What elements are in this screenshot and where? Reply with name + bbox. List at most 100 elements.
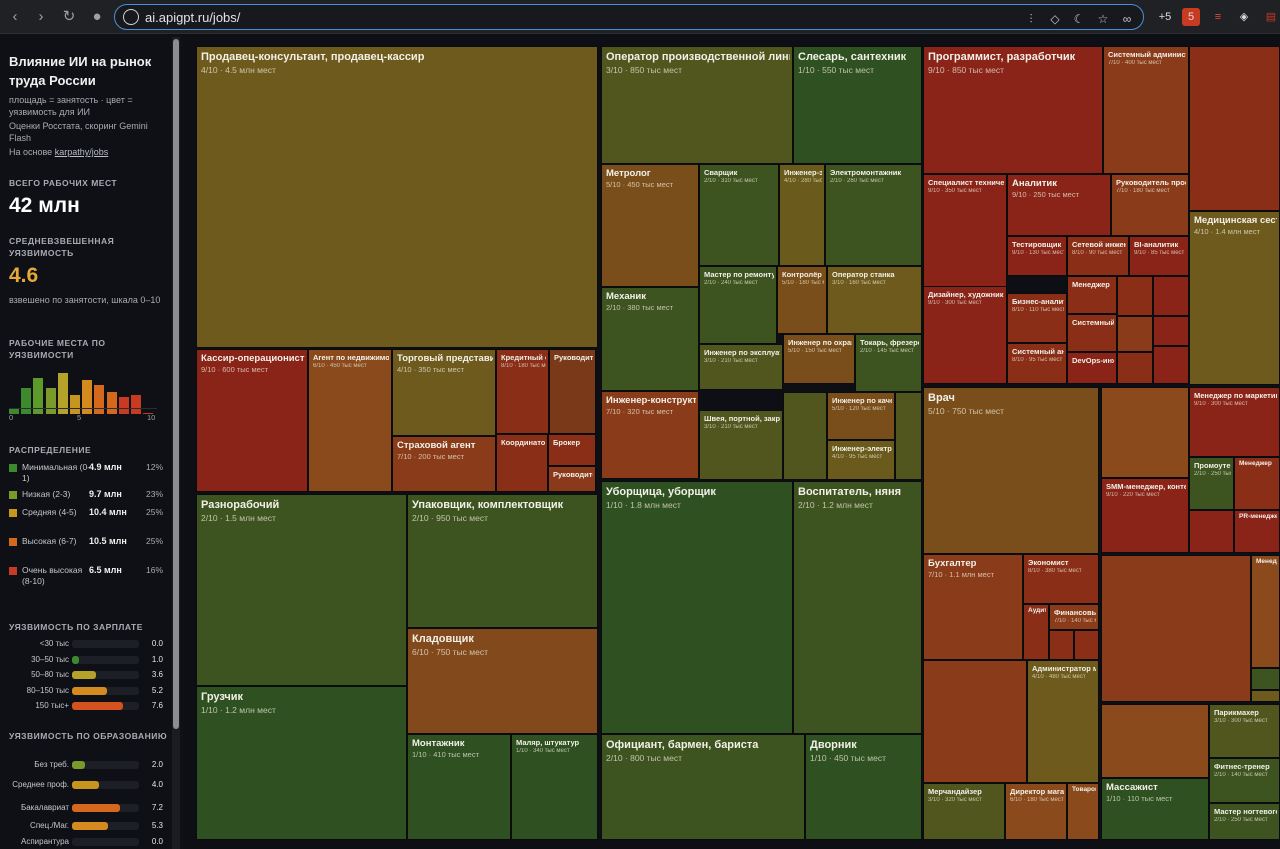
treemap-cell[interactable]: Экономист 8/10 · 380 тыс мест [1023, 554, 1099, 604]
treemap-cell[interactable] [1189, 510, 1234, 553]
treemap-cell[interactable]: Швея, портной, закройщик3/10 · 210 тыс м… [699, 410, 783, 480]
treemap-cell[interactable]: Продавец-консультант, продавец-кассир 4/1… [196, 46, 598, 348]
treemap-cell[interactable]: Официант, бармен, бариста 2/10 · 800 тыс … [601, 734, 805, 840]
treemap-cell[interactable]: Кассир-операционист 9/10 · 600 тыс мест [196, 349, 308, 492]
treemap-cell[interactable]: Воспитатель, няня 2/10 · 1.2 млн мест [793, 481, 922, 734]
treemap-cell[interactable]: Руководитель проекта7/10 · 180 тыс мест [1111, 174, 1189, 236]
treemap-cell[interactable] [895, 392, 922, 480]
treemap-cell[interactable]: Программист, разработчик 9/10 · 850 тыс м… [923, 46, 1103, 174]
treemap-cell[interactable]: Аналитик 9/10 · 250 тыс мест [1007, 174, 1111, 236]
treemap-cell[interactable] [1251, 668, 1280, 690]
treemap-cell[interactable]: Метролог 5/10 · 450 тыс мест [601, 164, 699, 287]
treemap-cell[interactable]: Менеджер по маркетингу9/10 · 300 тыс мес… [1189, 387, 1280, 457]
extension-icon[interactable]: ◇ [1050, 12, 1060, 26]
treemap-cell[interactable]: Инженер-конструктор7/10 · 320 тыс мест [601, 391, 699, 479]
treemap-cell[interactable]: Инженер по качеству5/10 · 120 тыс мест [827, 392, 895, 440]
treemap-cell[interactable]: Маляр, штукатур 1/10 · 340 тыс мест [511, 734, 598, 840]
treemap-cell[interactable] [1101, 555, 1251, 702]
address-bar[interactable]: ai.apigpt.ru/jobs/ ⫶ ◇ ☾ ☆ ∞ [114, 4, 1144, 30]
bookmark-star-icon[interactable]: ☆ [1097, 12, 1109, 26]
treemap-cell[interactable]: Контролёр ОТК5/10 · 180 тыс мест [777, 266, 827, 334]
treemap-cell[interactable]: Бухгалтер 7/10 · 1.1 млн мест [923, 554, 1023, 660]
treemap-cell[interactable] [1049, 630, 1074, 660]
treemap-cell[interactable]: Агент по недвижимости6/10 · 450 тыс мест [308, 349, 392, 492]
treemap-cell[interactable]: Руководитель [549, 349, 596, 434]
treemap-cell[interactable]: Кредитный специалист8/10 · 180 тыс мест [496, 349, 549, 434]
treemap-cell[interactable] [1099, 387, 1101, 389]
treemap-cell[interactable]: Брокер [548, 434, 596, 466]
treemap-cell[interactable]: Монтажник 1/10 · 410 тыс мест [407, 734, 511, 840]
treemap-cell[interactable] [1101, 387, 1189, 478]
treemap-cell[interactable]: Администратор магазина4/10 · 480 тыс мес… [1027, 660, 1099, 783]
treemap-cell[interactable] [1101, 704, 1209, 778]
treemap-cell[interactable] [1117, 316, 1153, 352]
treemap-cell[interactable]: Менеджер [1234, 457, 1280, 510]
treemap-cell[interactable]: Инженер по эксплуатации3/10 · 210 тыс ме… [699, 344, 783, 390]
treemap-cell[interactable]: Оператор станка 3/10 · 160 тыс мест [827, 266, 922, 334]
treemap-cell[interactable]: Системный [1067, 314, 1117, 352]
karpathy-link[interactable]: karpathy/jobs [54, 147, 109, 157]
treemap-cell[interactable]: Медицинская сестра4/10 · 1.4 млн мест [1189, 211, 1280, 385]
treemap-cell[interactable]: Инженер по охране5/10 · 150 тыс мест [783, 334, 855, 384]
treemap-cell[interactable] [1153, 316, 1189, 346]
link-icon[interactable]: ∞ [1122, 12, 1132, 26]
treemap-cell[interactable]: Товаровед [1067, 783, 1099, 840]
treemap-cell[interactable] [923, 660, 1027, 783]
treemap-cell[interactable]: Системный администратор7/10 · 400 тыс ме… [1103, 46, 1189, 174]
back-icon[interactable]: ‹ [12, 8, 18, 25]
treemap-cell[interactable]: Аудитор [1023, 604, 1049, 660]
treemap-cell[interactable]: Механик 2/10 · 380 тыс мест [601, 287, 699, 391]
treemap-cell[interactable]: Оператор производственной линии 3/10 · 85… [601, 46, 793, 164]
treemap-cell[interactable]: Торговый представитель4/10 · 350 тыс мес… [392, 349, 496, 436]
treemap-cell[interactable] [1251, 690, 1280, 702]
treemap-cell[interactable]: Мерчандайзер 3/10 · 320 тыс мест [923, 783, 1005, 840]
treemap-cell[interactable]: Дворник 1/10 · 450 тыс мест [805, 734, 922, 840]
treemap-cell[interactable] [1117, 276, 1153, 316]
treemap-cell[interactable]: Врач 5/10 · 750 тыс мест [923, 387, 1099, 554]
sliders-icon[interactable]: ⫶ [1029, 12, 1033, 26]
treemap-cell[interactable]: Токарь, фрезеровщик2/10 · 145 тыс мест [855, 334, 922, 392]
treemap-cell[interactable]: Электромонтажник 2/10 · 260 тыс мест [825, 164, 922, 266]
treemap-cell[interactable]: Мастер ногтевого сервиса2/10 · 250 тыс м… [1209, 803, 1280, 840]
treemap-cell[interactable]: Фитнес-тренер 2/10 · 140 тыс мест [1209, 758, 1280, 803]
treemap-cell[interactable] [1074, 630, 1099, 660]
sidebar-scrollbar-thumb[interactable] [173, 39, 179, 729]
treemap-cell[interactable]: DevOps-инженер [1067, 352, 1117, 384]
treemap-cell[interactable]: Тестировщик 9/10 · 130 тыс мест [1007, 236, 1067, 276]
treemap-cell[interactable]: Системный аналитик8/10 · 95 тыс мест [1007, 343, 1067, 384]
treemap-cell[interactable]: Директор магазина6/10 · 180 тыс мест [1005, 783, 1067, 840]
sidebar-scrollbar[interactable] [172, 37, 180, 849]
treemap-cell[interactable]: Руководитель [548, 466, 596, 492]
treemap-cell[interactable]: Менеджер [1067, 276, 1117, 314]
mail-badge[interactable]: 5 [1182, 8, 1200, 26]
microphone-icon[interactable]: ● [92, 8, 102, 25]
treemap-cell[interactable]: Разнорабочий 2/10 · 1.5 млн мест [196, 494, 407, 686]
treemap-cell[interactable] [783, 392, 827, 480]
forward-icon[interactable]: › [38, 8, 44, 25]
treemap-cell[interactable]: PR-менеджер [1234, 510, 1280, 553]
treemap-cell[interactable]: Мастер по ремонту 2/10 · 240 тыс мест [699, 266, 777, 344]
treemap-cell[interactable]: Финансовый менеджер7/10 · 140 тыс мест [1049, 604, 1099, 630]
todo-icon[interactable]: ≡ [1214, 11, 1222, 23]
treemap-cell[interactable]: Сварщик 2/10 · 310 тыс мест [699, 164, 779, 266]
treemap-cell[interactable]: Координатор [496, 434, 548, 492]
treemap-cell[interactable] [1153, 276, 1189, 316]
treemap-cell[interactable]: Бизнес-аналитик8/10 · 110 тыс мест [1007, 293, 1067, 343]
treemap-cell[interactable]: Сетевой инженер8/10 · 90 тыс мест [1067, 236, 1129, 276]
treemap-cell[interactable]: Страховой агент 7/10 · 200 тыс мест [392, 436, 496, 492]
treemap-cell[interactable] [1189, 46, 1280, 211]
flag-icon[interactable]: ▤ [1265, 11, 1277, 23]
treemap-cell[interactable]: Упаковщик, комплектовщик 2/10 · 950 тыс м… [407, 494, 598, 628]
treemap-cell[interactable]: Уборщица, уборщик 1/10 · 1.8 млн мест [601, 481, 793, 734]
treemap-cell[interactable] [1117, 352, 1153, 384]
treemap-cell[interactable]: Дизайнер, художник 9/10 · 300 тыс мест [923, 286, 1007, 384]
treemap-cell[interactable]: BI-аналитик 9/10 · 85 тыс мест [1129, 236, 1189, 276]
treemap-cell[interactable] [1153, 346, 1189, 384]
treemap-cell[interactable]: Инженер-электрик4/10 · 95 тыс мест [827, 440, 895, 480]
treemap-cell[interactable]: Инженер-энергетик4/10 · 280 тыс мест [779, 164, 825, 266]
layers-icon[interactable]: ◈ [1239, 11, 1249, 23]
extensions-badge[interactable]: +5 [1158, 11, 1172, 23]
treemap-cell[interactable]: Слесарь, сантехник 1/10 · 550 тыс мест [793, 46, 922, 164]
treemap-cell[interactable]: Менеджер по продажам, менеджер [1251, 555, 1280, 668]
